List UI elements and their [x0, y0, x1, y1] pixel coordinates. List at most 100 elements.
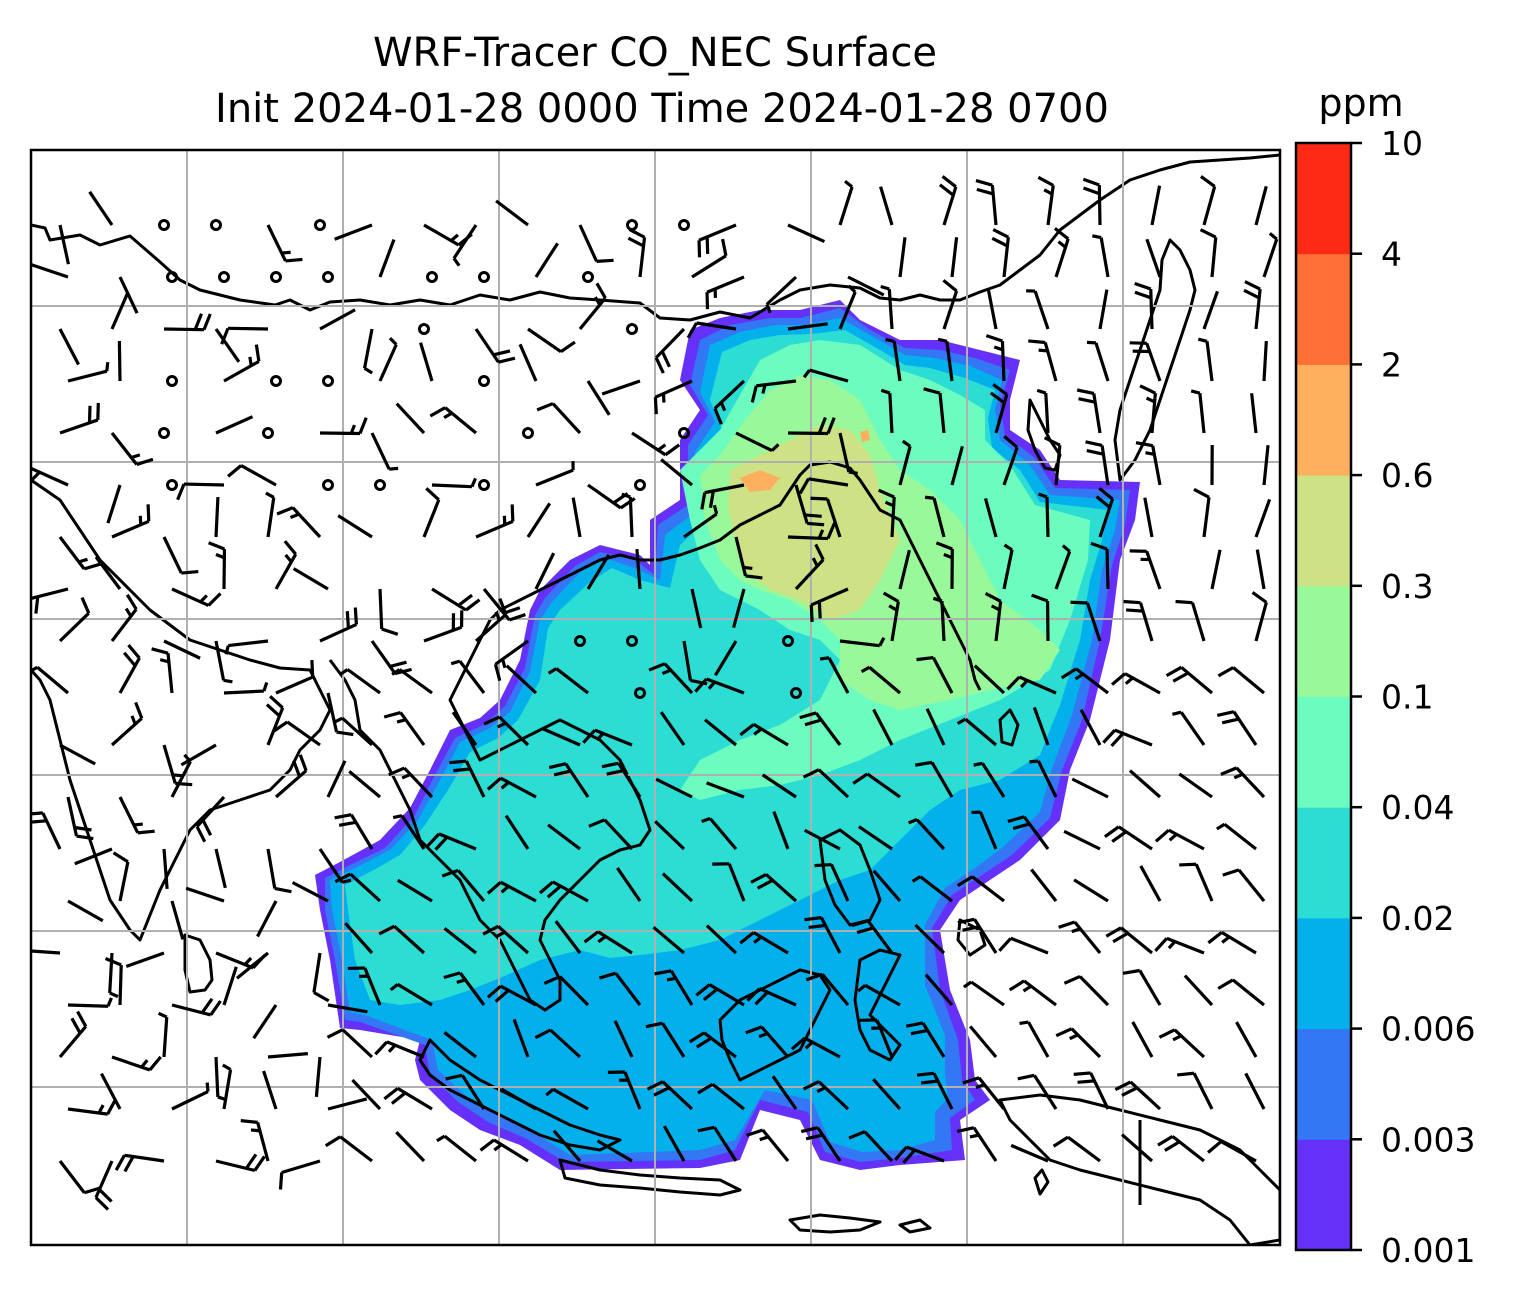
wind-barb-flag [208, 541, 226, 551]
wind-barb-shaft [994, 394, 1009, 434]
coast-taiwan [998, 708, 1020, 747]
wind-barb-flag [105, 362, 110, 372]
wind-barb-shaft [1244, 1072, 1266, 1110]
wind-barb-flag [998, 937, 1012, 952]
wind-barb-flag [470, 477, 477, 488]
wind-barb-shaft [1171, 1135, 1205, 1163]
wind-barb-shaft [118, 964, 123, 1006]
wind-barb-shaft [292, 567, 329, 591]
calm-wind-marker [790, 687, 802, 699]
wind-barb-shaft [587, 483, 622, 510]
calm-wind-marker [678, 219, 690, 231]
wind-barb-flag [1092, 234, 1102, 240]
wind-barb-shaft [972, 1126, 998, 1162]
wind-barb-flag [856, 926, 874, 935]
wind-barb-flag [450, 233, 460, 242]
wind-barb-shaft [758, 987, 797, 1007]
wind-barb-flag [104, 957, 122, 967]
wind-barb-flag [289, 512, 300, 519]
wind-barb-shaft [266, 224, 287, 262]
wind-barb-flag [739, 723, 755, 737]
wind-barb-flag [802, 768, 820, 779]
wind-barb-flag [857, 984, 867, 993]
wind-barb-shaft [1030, 868, 1058, 902]
calm-wind-marker [478, 271, 490, 283]
wind-barb-flag [932, 596, 943, 603]
wind-barb-shaft [493, 1138, 529, 1163]
wind-barb-flag [1125, 608, 1144, 613]
wind-barb-shaft [819, 916, 842, 954]
wind-barb-shaft [1100, 445, 1110, 486]
wind-barb-flag [750, 873, 767, 884]
wind-barb-shaft [362, 328, 374, 369]
wind-barb-shaft [474, 328, 500, 364]
calm-wind-marker [210, 219, 222, 231]
wind-barb-flag [378, 924, 396, 936]
wind-barb-flag [1233, 772, 1244, 780]
wind-barb-shaft [431, 483, 473, 489]
colorbar-tick-label: 4 [1381, 235, 1402, 274]
wind-barb-flag [510, 504, 515, 522]
wind-barb-flag [804, 1041, 814, 1050]
wind-barb-flag [596, 258, 614, 263]
wind-barb-flag [601, 761, 619, 769]
wind-barb-flag [220, 327, 230, 345]
wind-barb-flag [991, 236, 1009, 248]
colorbar-tick-label: 0.6 [1381, 456, 1433, 495]
wind-barb-flag [383, 711, 402, 719]
wind-barb-flag [496, 721, 507, 729]
wind-barb-shaft [950, 237, 959, 278]
wind-barb-shaft [94, 556, 122, 590]
wind-barb-flag [905, 1021, 924, 1028]
wind-barb-flag [1082, 186, 1101, 196]
colorbar-bin [1296, 917, 1351, 1030]
wind-barb-flag [943, 553, 953, 560]
wind-barb-shaft [58, 612, 90, 643]
wind-barb-shaft [223, 689, 265, 695]
wind-barb-flag [1073, 1071, 1091, 1076]
wind-barb-shaft [761, 1128, 790, 1163]
wind-barb-flag [284, 553, 293, 563]
wind-barb-flag [250, 1128, 261, 1133]
wind-barb-flag [826, 522, 837, 540]
wind-barb-flag [1145, 396, 1156, 404]
wind-barb-flag [753, 935, 763, 944]
wind-barb-flag [240, 1119, 258, 1124]
wind-barb-shaft [171, 1090, 209, 1111]
wind-barb-flag [1221, 717, 1240, 725]
wind-barb-flag [479, 1138, 495, 1152]
wind-barb-shaft [58, 1025, 88, 1059]
wind-barb-shaft [708, 983, 745, 1007]
wind-barb-shaft [458, 971, 486, 1006]
wind-barb-shaft [334, 223, 373, 241]
wind-barb-flag [798, 478, 810, 495]
wind-barb-shaft [166, 653, 174, 694]
wind-barb-shaft [66, 796, 79, 837]
wind-barb-flag [1154, 937, 1168, 953]
wind-barb-shaft [983, 497, 998, 538]
wind-barb-shaft [1037, 760, 1058, 798]
wind-barb-flag [707, 680, 716, 690]
wind-barb-shaft [821, 973, 850, 1007]
wind-barb-flag [799, 711, 817, 720]
wind-barb-flag [127, 644, 141, 660]
wind-barb-flag [345, 611, 350, 629]
wind-barb-shaft [940, 600, 946, 642]
wind-barb-shaft [661, 1022, 686, 1058]
coast-sulawesi [853, 948, 902, 1062]
wind-barb-flag [1134, 281, 1152, 291]
coast-java [558, 1158, 742, 1197]
wind-barb-flag [1019, 1020, 1029, 1026]
wind-barb-flag [274, 886, 292, 894]
wind-barb-flag [1037, 175, 1055, 187]
wind-barb-shaft [458, 660, 486, 694]
wind-barb-shaft [942, 290, 959, 330]
wind-barb-flag [201, 819, 213, 836]
wind-barb-flag [1043, 188, 1053, 196]
wind-barb-shaft [905, 1145, 945, 1163]
wind-barb-shaft [594, 728, 633, 747]
wind-barb-shaft [971, 875, 1005, 903]
wind-barb-flag [761, 384, 767, 394]
wind-barb-flag [851, 919, 869, 928]
wind-barb-flag [457, 593, 473, 607]
